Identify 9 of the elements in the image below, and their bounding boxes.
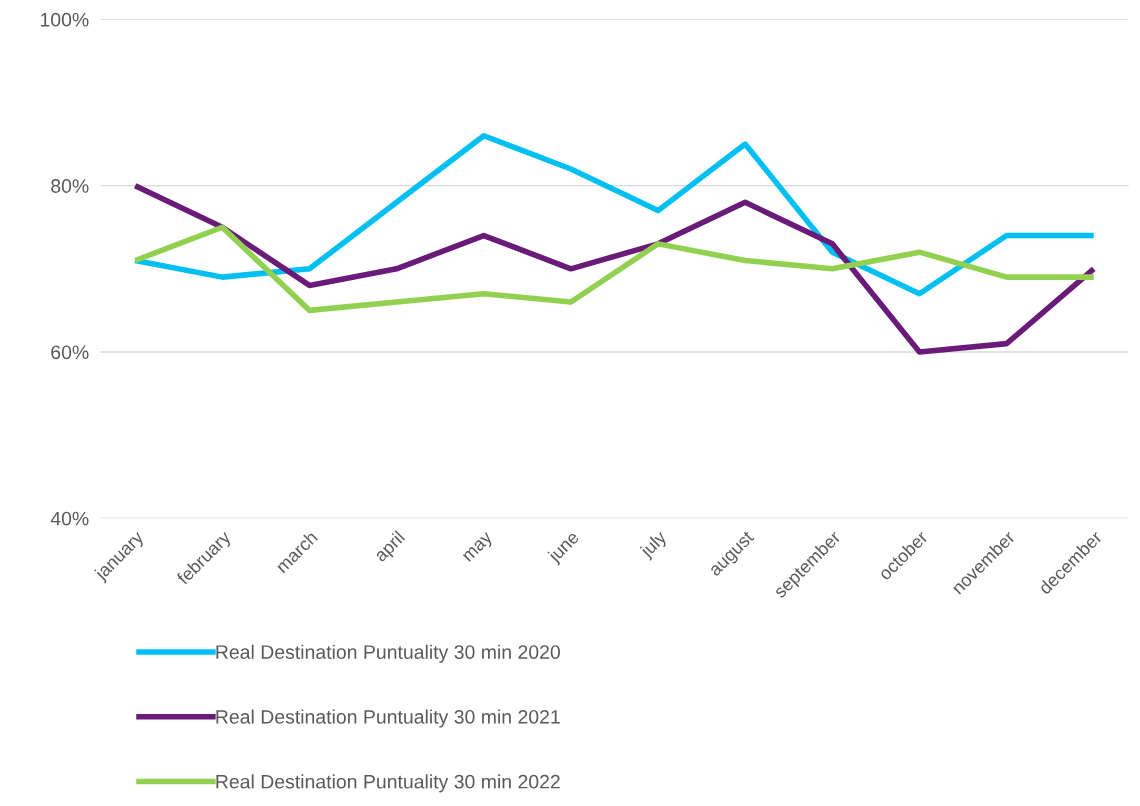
y-tick-label: 60% <box>51 345 89 360</box>
y-tick-label: 40% <box>50 511 89 526</box>
x-tick-label: july <box>638 529 670 561</box>
y-tick-label: 80% <box>51 179 89 193</box>
legend-label: Real Destination Puntuality 30 min 2021 <box>216 709 560 728</box>
legend-label: Real Destination Puntuality 30 min 2020 <box>216 644 560 663</box>
y-tick-label: 100% <box>40 12 89 27</box>
x-tick-label: may <box>462 531 496 565</box>
legend-label: Real Destination Puntuality 30 min 2022 <box>216 774 560 793</box>
